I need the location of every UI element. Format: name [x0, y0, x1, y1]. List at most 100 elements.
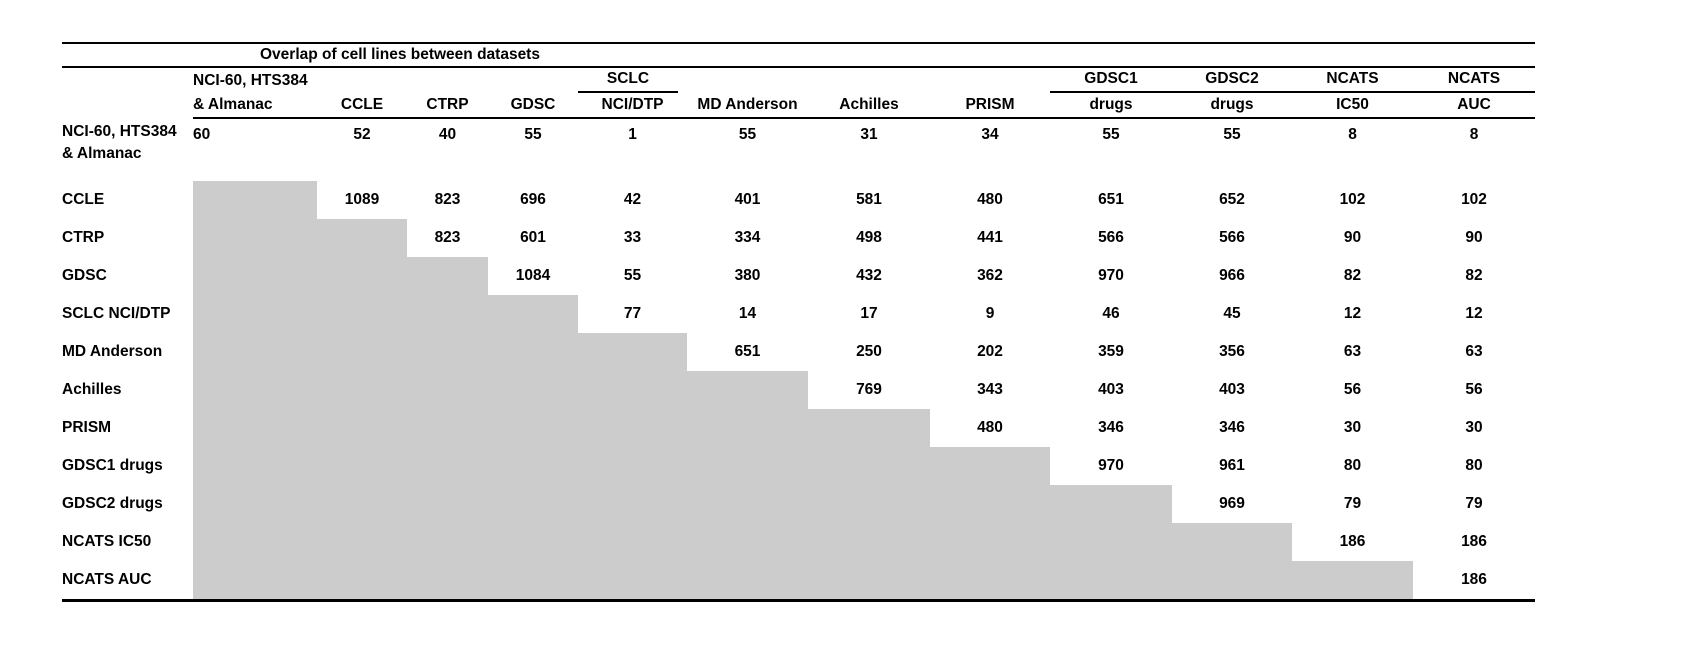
column-header-line1 [930, 70, 1050, 93]
table-row-md-anderson: MD Anderson 651 250 202 359 356 63 63 [62, 333, 1535, 371]
table-title: Overlap of cell lines between datasets [260, 46, 540, 63]
shaded-cell [193, 333, 317, 371]
shaded-cell [317, 219, 407, 257]
shaded-cell [317, 371, 407, 409]
value-cell: 343 [977, 381, 1003, 398]
value-cell: 250 [856, 343, 882, 360]
column-header-line2: MD Anderson [697, 96, 798, 113]
value-cell: 80 [1465, 457, 1483, 474]
shaded-cell [488, 409, 578, 447]
shaded-cell [488, 295, 578, 333]
table-row-gdsc2-drugs: GDSC2 drugs 969 79 79 [62, 485, 1535, 523]
shaded-cell [317, 561, 407, 601]
column-header-line2: NCI/DTP [601, 96, 664, 113]
shaded-cell [578, 561, 687, 601]
value-cell: 55 [524, 126, 542, 143]
row-label-prism: PRISM [62, 409, 193, 447]
value-cell: 79 [1343, 495, 1362, 512]
overlap-table: Overlap of cell lines between datasets N… [62, 42, 1536, 602]
value-cell: 34 [981, 126, 999, 143]
shaded-cell [317, 257, 407, 295]
value-cell: 186 [1339, 533, 1366, 550]
value-cell: 79 [1465, 495, 1483, 512]
shaded-cell [808, 409, 930, 447]
shaded-cell [808, 447, 930, 485]
column-header-line2: CTRP [426, 96, 469, 113]
value-cell: 480 [977, 191, 1003, 208]
row-label-ncats-ic50: NCATS IC50 [62, 523, 193, 561]
row-label-line: Achilles [62, 381, 122, 398]
value-cell: 651 [1098, 191, 1124, 208]
column-header-line1: GDSC1 [1050, 68, 1172, 93]
shaded-cell [687, 561, 808, 601]
row-label-nci60-almanac: NCI-60, HTS384 & Almanac [62, 118, 193, 181]
table-row-ncats-auc: NCATS AUC 186 [62, 561, 1535, 601]
shaded-cell [808, 523, 930, 561]
column-header-gdsc1-drugs: GDSC1 drugs [1050, 67, 1172, 119]
shaded-cell [687, 409, 808, 447]
value-cell: 12 [1343, 305, 1362, 322]
shaded-cell [407, 409, 488, 447]
shaded-cell [578, 409, 687, 447]
shaded-cell [193, 409, 317, 447]
value-cell: 80 [1343, 457, 1362, 474]
value-cell: 55 [1102, 126, 1120, 143]
shaded-cell [578, 371, 687, 409]
row-label-line: & Almanac [62, 145, 142, 162]
value-cell: 46 [1102, 305, 1120, 322]
shaded-cell [687, 447, 808, 485]
shaded-cell [193, 561, 317, 601]
column-header-ncats-auc: NCATS AUC [1413, 67, 1536, 119]
column-header-line2: IC50 [1336, 96, 1369, 113]
value-cell: 356 [1219, 343, 1245, 360]
row-label-sclc-ncidtp: SCLC NCI/DTP [62, 295, 193, 333]
value-cell: 63 [1465, 343, 1483, 360]
column-header-line1 [687, 70, 808, 93]
value-cell: 102 [1461, 191, 1487, 208]
shaded-cell [488, 561, 578, 601]
shaded-cell [193, 485, 317, 523]
row-label-achilles: Achilles [62, 371, 193, 409]
shaded-cell [578, 523, 687, 561]
row-label-header [62, 67, 193, 118]
column-header-gdsc: GDSC [488, 67, 578, 119]
value-cell: 9 [985, 305, 995, 322]
row-label-gdsc1-drugs: GDSC1 drugs [62, 447, 193, 485]
shaded-cell [578, 447, 687, 485]
row-label-gdsc: GDSC [62, 257, 193, 295]
shaded-cell [930, 447, 1050, 485]
column-header-line2: AUC [1457, 96, 1491, 113]
shaded-cell [407, 333, 488, 371]
table-row-ctrp: CTRP 823 601 33 334 498 441 566 566 90 90 [62, 219, 1535, 257]
table-row-prism: PRISM 480 346 346 30 30 [62, 409, 1535, 447]
shaded-cell [687, 371, 808, 409]
value-cell: 362 [977, 267, 1003, 284]
row-label-line: GDSC2 drugs [62, 495, 163, 512]
shaded-cell [1050, 485, 1172, 523]
value-cell: 1084 [515, 267, 551, 284]
row-label-ccle: CCLE [62, 181, 193, 219]
value-cell: 30 [1343, 419, 1362, 436]
value-cell: 566 [1219, 229, 1245, 246]
value-cell: 186 [1461, 533, 1487, 550]
row-label-ctrp: CTRP [62, 219, 193, 257]
row-label-line: NCI-60, HTS384 [62, 123, 177, 140]
value-cell: 651 [734, 343, 761, 360]
shaded-cell [407, 257, 488, 295]
value-cell: 90 [1343, 229, 1362, 246]
shaded-cell [407, 485, 488, 523]
shaded-cell [317, 523, 407, 561]
column-header-achilles: Achilles [808, 67, 930, 119]
column-header-ctrp: CTRP [407, 67, 488, 119]
shaded-cell [578, 485, 687, 523]
column-header-line2: drugs [1089, 96, 1133, 113]
table-row-gdsc1-drugs: GDSC1 drugs 970 961 80 80 [62, 447, 1535, 485]
value-cell: 42 [623, 191, 642, 208]
column-header-line1 [407, 70, 488, 93]
column-header-line2: & Almanac [193, 96, 273, 113]
column-header-ccle: CCLE [317, 67, 407, 119]
shaded-cell [488, 447, 578, 485]
table-row-achilles: Achilles 769 343 403 403 56 56 [62, 371, 1535, 409]
value-cell: 12 [1465, 305, 1483, 322]
value-cell: 202 [977, 343, 1003, 360]
